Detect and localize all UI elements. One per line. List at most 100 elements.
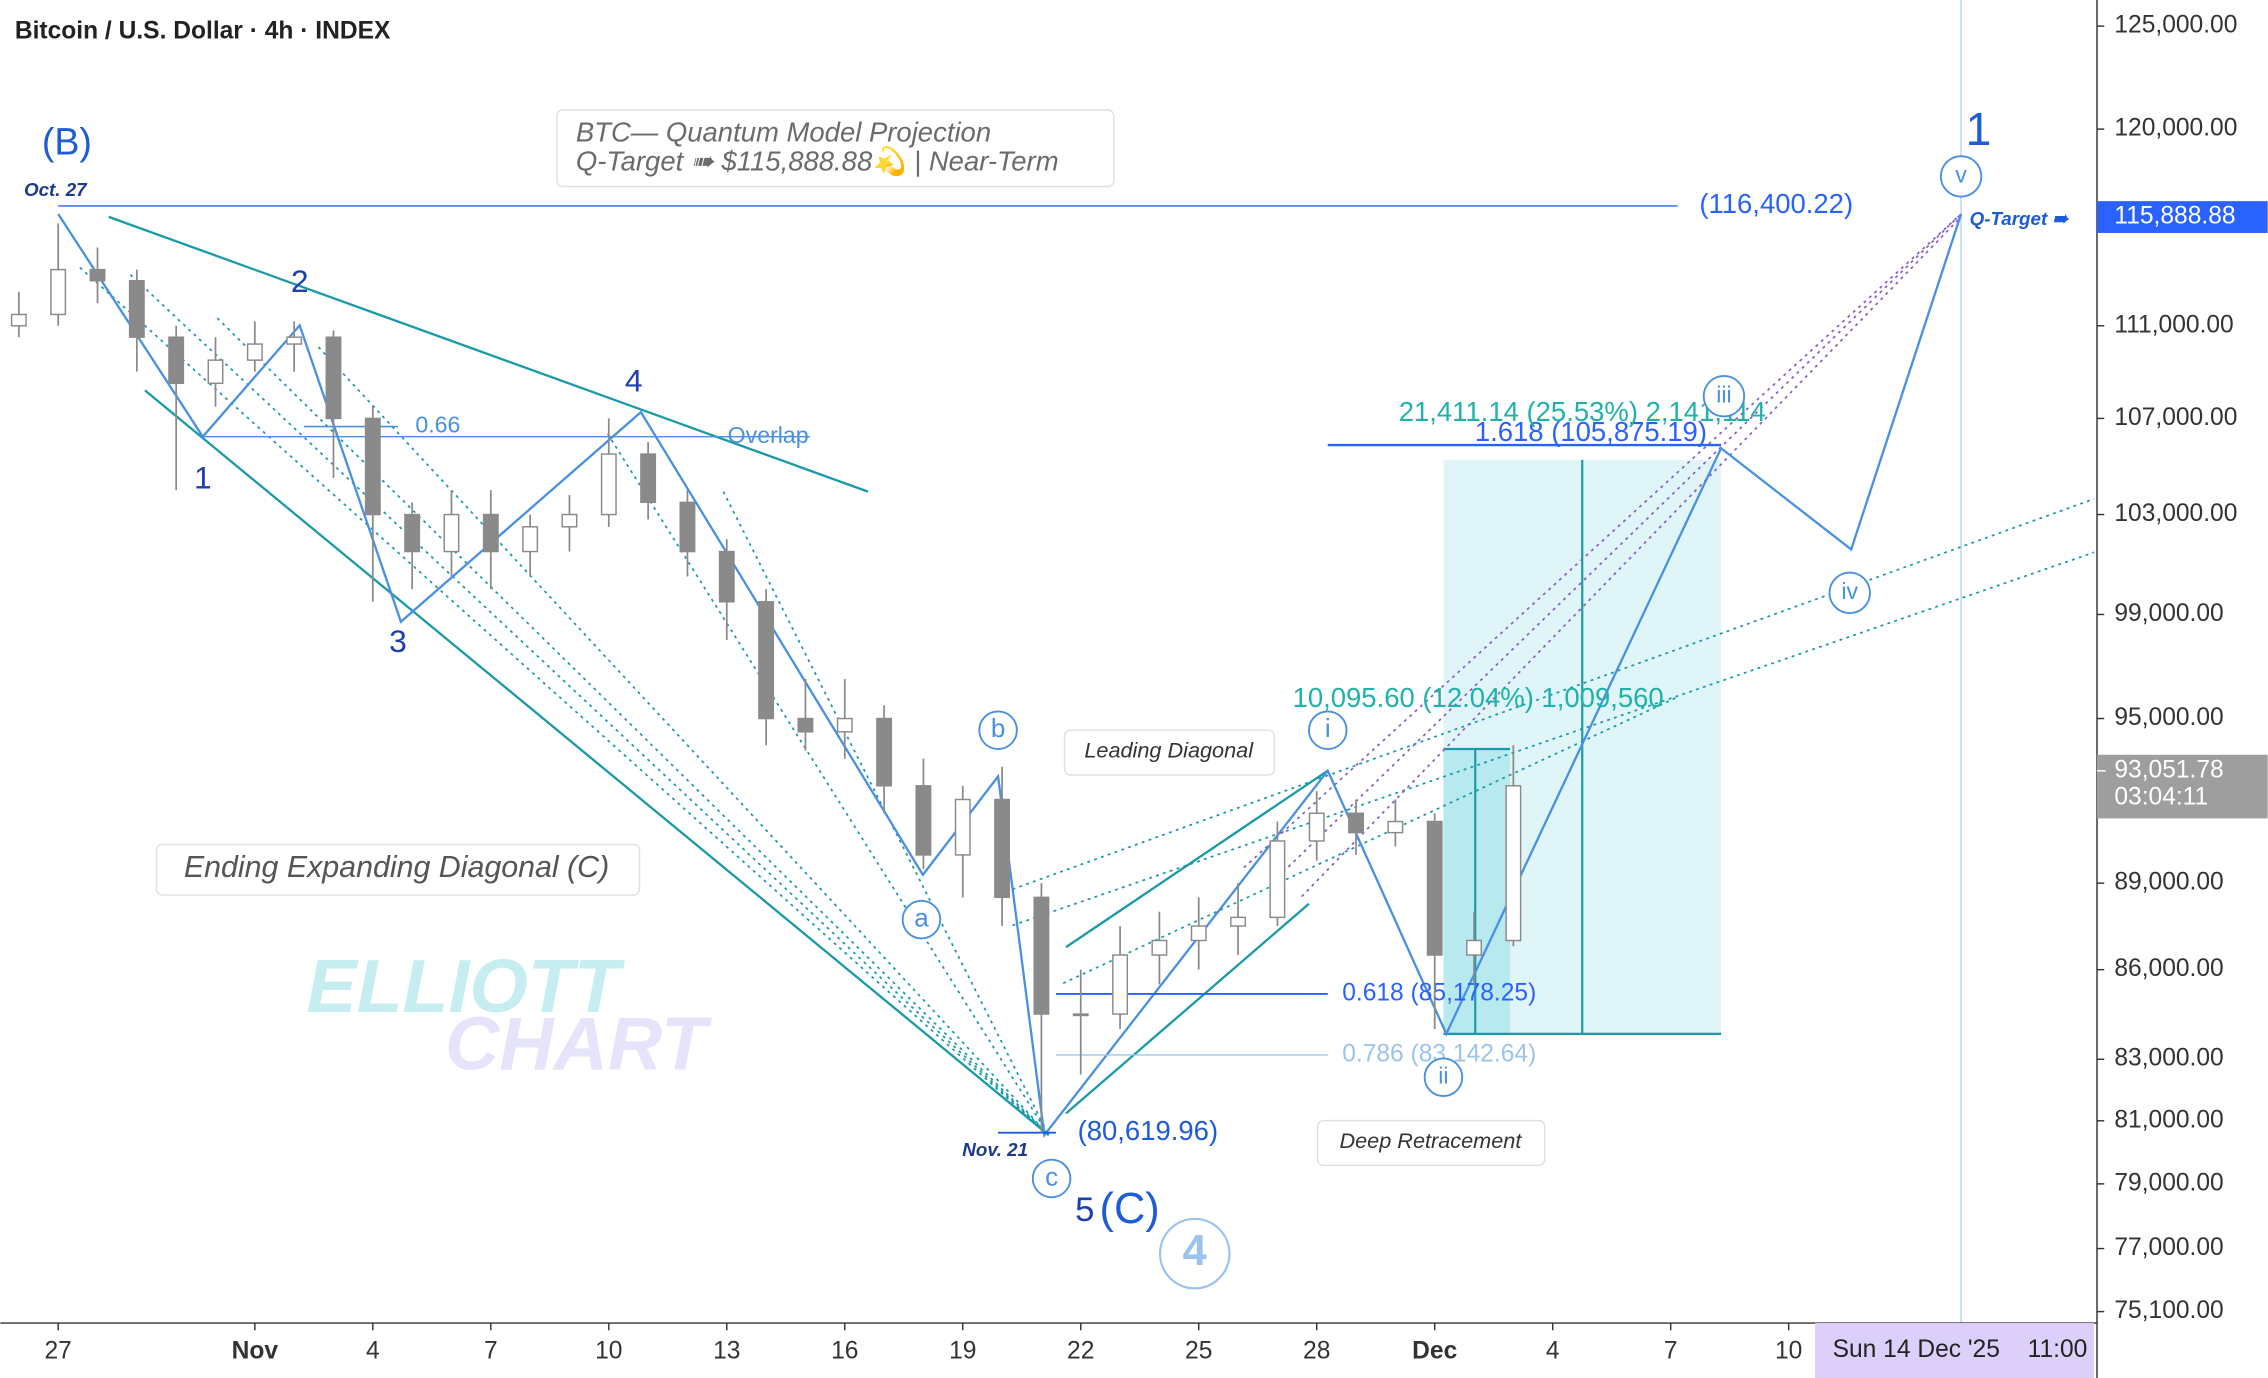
wave-circle (1308, 710, 1348, 750)
annotation: 3 (389, 623, 407, 659)
y-tick-label: 81,000.00 (2114, 1106, 2223, 1133)
candle-body (1033, 896, 1050, 1015)
channel-line (144, 389, 1050, 1136)
wave-circle (1702, 375, 1746, 418)
annotation: iv (1841, 578, 1858, 604)
annotation: Ending Expanding Diagonal (C) (184, 851, 609, 884)
y-tick-label: 125,000.00 (2114, 12, 2237, 39)
annotation: 4 (625, 363, 643, 399)
annotation: Leading Diagonal (1084, 738, 1254, 763)
annotation: a (914, 903, 929, 933)
candle-body (797, 717, 814, 733)
drawings (57, 0, 2095, 1324)
level-label: (80,619.96) (1078, 1115, 1219, 1146)
candle-body (1426, 820, 1443, 956)
y-tick-label: 99,000.00 (2114, 600, 2223, 627)
projection-zone (1443, 749, 1510, 1034)
annotation: b (991, 713, 1005, 743)
wave-circle (978, 710, 1018, 750)
candle-body (561, 513, 578, 528)
x-tick-label: 7 (484, 1337, 498, 1364)
annotation: 0.66 (415, 412, 460, 438)
wave-circle (1031, 1158, 1072, 1199)
x-tick-label: 27 (45, 1337, 72, 1364)
x-tick-label: 4 (366, 1337, 380, 1364)
note-box (556, 109, 1115, 188)
note-box (1063, 729, 1275, 776)
wave-circle (1158, 1217, 1231, 1290)
wave-circle (1423, 1057, 1464, 1097)
wave-circle (1939, 155, 1983, 198)
level-label: 1.618 (105,875.19) (1475, 416, 1707, 447)
candle-body (640, 453, 657, 504)
annotation: 10,095.60 (12.04%) 1,009,560 (1293, 682, 1664, 713)
candle-body (758, 601, 775, 720)
annotation: 5 (1075, 1191, 1094, 1229)
x-tick-label: 16 (831, 1337, 858, 1364)
annotation: CHART (445, 1002, 713, 1086)
annotation: (C) (1100, 1185, 1160, 1233)
channel-line (108, 215, 869, 493)
annotation: i (1325, 713, 1331, 743)
candle-body (600, 453, 617, 516)
candle-body (876, 717, 893, 787)
y-tick-label: 89,000.00 (2114, 869, 2223, 896)
candle-body (1505, 785, 1522, 942)
annotation: c (1045, 1161, 1058, 1191)
y-tick-label: 79,000.00 (2114, 1169, 2223, 1196)
note-box (155, 843, 641, 896)
x-tick-label: 10 (1775, 1337, 1802, 1364)
axis-annotation: 03:04:11 (2114, 784, 2208, 811)
chart-title: Bitcoin / U.S. Dollar · 4h · INDEX (15, 17, 391, 44)
x-tick-label: 22 (1067, 1337, 1094, 1364)
candle-body (168, 336, 185, 385)
candle-body (1112, 954, 1129, 1015)
note-box (1316, 1119, 1546, 1167)
level-label: (116,400.22) (1699, 188, 1853, 219)
y-tick-label: 103,000.00 (2114, 500, 2237, 527)
annotation: ELLIOTT (306, 944, 625, 1028)
candle-body (325, 336, 342, 420)
candle-body (836, 717, 853, 733)
price-tag (2097, 201, 2268, 233)
candle-body (954, 798, 971, 856)
candle-body (1072, 1013, 1089, 1017)
candle-body (443, 513, 460, 553)
candle-body (1151, 939, 1168, 956)
annotation: Deep Retracement (1339, 1128, 1522, 1153)
annotation: (B) (42, 121, 92, 163)
annotation: v (1955, 162, 1967, 188)
candle-body (1190, 925, 1207, 942)
date-tag (1815, 1323, 2095, 1378)
candle-body (128, 280, 145, 338)
x-tick-label: 4 (1546, 1337, 1560, 1364)
candle-body (89, 268, 106, 282)
annotation: Overlap (728, 422, 809, 448)
candle-body (1308, 812, 1325, 842)
candle-body (50, 268, 67, 316)
candle-body (364, 417, 381, 516)
candle-body (10, 313, 27, 327)
y-tick-label: 111,000.00 (2114, 311, 2233, 338)
candle-body (679, 501, 696, 553)
axis-annotation: 11:00 (2028, 1336, 2088, 1363)
x-tick-label: 7 (1664, 1337, 1678, 1364)
level-label: 0.618 (85,178.25) (1342, 979, 1536, 1006)
candle-body (1230, 916, 1247, 927)
candle-body (286, 336, 303, 345)
candle-body (1387, 820, 1404, 834)
wave-circle (901, 899, 942, 940)
price-tag-label: 93,051.78 (2114, 756, 2223, 783)
candle-body (482, 513, 499, 553)
y-tick-label: 107,000.00 (2114, 404, 2237, 431)
channel-line (1065, 902, 1310, 1115)
x-tick-label: Nov (232, 1337, 279, 1364)
wave-circle (1828, 571, 1871, 615)
annotation: 2 (291, 263, 309, 299)
annotation: 1 (1966, 103, 1992, 155)
x-tick-label: 25 (1185, 1337, 1212, 1364)
y-tick-label: 83,000.00 (2114, 1045, 2223, 1072)
annotation: Nov. 21 (962, 1139, 1028, 1160)
candle-body (718, 550, 735, 603)
